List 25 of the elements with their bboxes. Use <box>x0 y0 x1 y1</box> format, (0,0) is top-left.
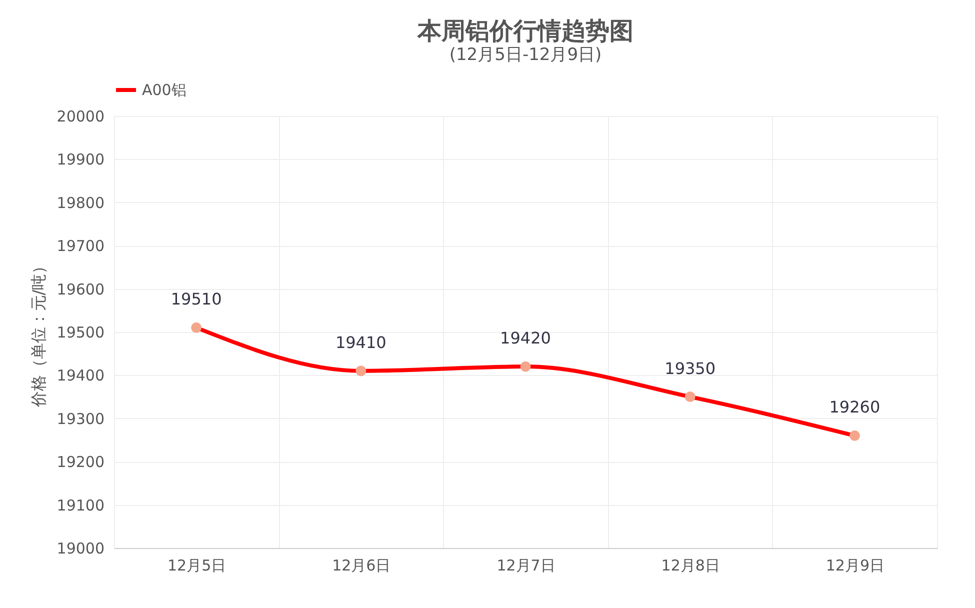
y-tick-label: 19200 <box>56 453 104 472</box>
x-tick-label: 12月8日 <box>661 556 720 574</box>
chart-subtitle: (12月5日-12月9日) <box>449 45 602 65</box>
data-label: 19510 <box>170 290 222 309</box>
y-tick-label: 19500 <box>56 324 104 342</box>
x-tick-label: 12月7日 <box>496 556 556 574</box>
x-tick-label: 12月6日 <box>332 556 391 574</box>
y-tick-label: 19100 <box>56 496 104 514</box>
y-tick-label: 20000 <box>56 108 104 126</box>
y-tick-label: 19600 <box>56 280 104 298</box>
data-label: 19410 <box>335 332 386 352</box>
y-tick-label: 19900 <box>56 150 104 169</box>
data-label: 19350 <box>664 358 716 378</box>
y-tick-label: 19300 <box>56 410 104 428</box>
y-tick-label: 19400 <box>56 366 104 385</box>
data-label: 19420 <box>500 328 551 348</box>
x-tick-label: 12月9日 <box>826 556 885 574</box>
y-tick-label: 19700 <box>56 237 104 256</box>
chart-title: 本周铝价行情趋势图 <box>416 17 634 45</box>
data-label: 19260 <box>829 398 880 417</box>
y-tick-label: 19000 <box>56 540 104 558</box>
y-tick-label: 19800 <box>56 194 104 212</box>
legend-label: A00铝 <box>142 81 186 99</box>
y-axis-title: 价格（单位：元/吨） <box>28 258 48 408</box>
x-tick-label: 12月5日 <box>167 556 226 574</box>
